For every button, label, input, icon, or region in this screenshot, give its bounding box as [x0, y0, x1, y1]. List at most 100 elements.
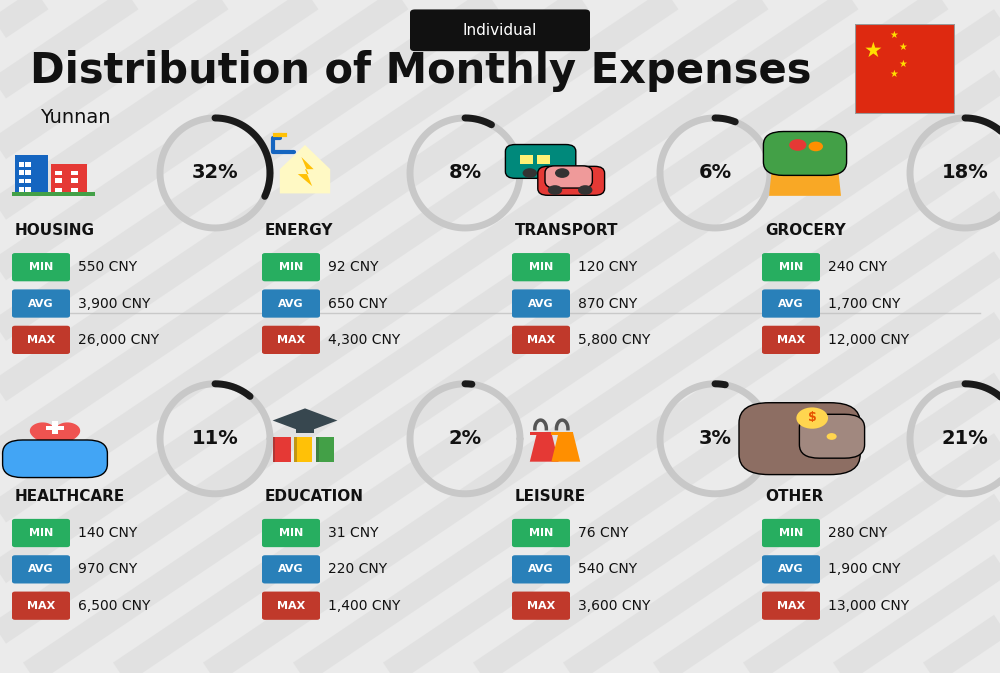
FancyBboxPatch shape	[799, 415, 865, 458]
Bar	[316, 437, 319, 462]
Text: MAX: MAX	[27, 601, 55, 610]
Text: 11%: 11%	[192, 429, 238, 448]
Polygon shape	[769, 162, 841, 196]
Text: MAX: MAX	[777, 601, 805, 610]
Bar	[12, 192, 95, 196]
Bar	[296, 419, 314, 433]
FancyBboxPatch shape	[762, 555, 820, 583]
Text: 13,000 CNY: 13,000 CNY	[828, 599, 909, 612]
Text: Individual: Individual	[463, 23, 537, 38]
Bar	[551, 431, 573, 435]
Text: 870 CNY: 870 CNY	[578, 297, 637, 310]
FancyBboxPatch shape	[538, 166, 605, 195]
FancyBboxPatch shape	[262, 326, 320, 354]
Text: 1,400 CNY: 1,400 CNY	[328, 599, 400, 612]
FancyBboxPatch shape	[512, 519, 570, 547]
FancyBboxPatch shape	[762, 326, 820, 354]
Text: MIN: MIN	[279, 262, 303, 272]
Text: TRANSPORT: TRANSPORT	[515, 223, 618, 238]
FancyBboxPatch shape	[512, 592, 570, 620]
Bar	[71, 178, 78, 183]
Text: 32%: 32%	[192, 164, 238, 182]
Text: 280 CNY: 280 CNY	[828, 526, 887, 540]
Text: 92 CNY: 92 CNY	[328, 260, 378, 274]
Text: AVG: AVG	[528, 565, 554, 574]
Text: MIN: MIN	[779, 528, 803, 538]
Circle shape	[578, 185, 592, 195]
FancyBboxPatch shape	[762, 289, 820, 318]
Text: EDUCATION: EDUCATION	[265, 489, 364, 504]
Bar	[55, 178, 62, 183]
Text: 26,000 CNY: 26,000 CNY	[78, 333, 159, 347]
Text: 3%: 3%	[698, 429, 732, 448]
Text: AVG: AVG	[28, 299, 54, 308]
Text: HOUSING: HOUSING	[15, 223, 95, 238]
FancyBboxPatch shape	[12, 519, 70, 547]
Bar	[19, 187, 24, 192]
Text: ★: ★	[898, 42, 907, 52]
FancyBboxPatch shape	[262, 555, 320, 583]
Bar	[19, 170, 24, 175]
FancyBboxPatch shape	[762, 253, 820, 281]
Text: 3,900 CNY: 3,900 CNY	[78, 297, 150, 310]
Circle shape	[548, 185, 562, 195]
Bar	[530, 431, 551, 435]
Text: MAX: MAX	[277, 335, 305, 345]
FancyBboxPatch shape	[505, 145, 576, 178]
Circle shape	[523, 168, 537, 178]
Bar	[19, 162, 24, 167]
Text: 31 CNY: 31 CNY	[328, 526, 378, 540]
Text: ★: ★	[889, 30, 898, 40]
Text: OTHER: OTHER	[765, 489, 823, 504]
Text: 3,600 CNY: 3,600 CNY	[578, 599, 650, 612]
Polygon shape	[30, 423, 80, 453]
Bar	[46, 426, 64, 430]
Bar	[25, 170, 31, 175]
FancyBboxPatch shape	[262, 253, 320, 281]
Text: MAX: MAX	[277, 601, 305, 610]
Bar	[294, 437, 312, 462]
Circle shape	[809, 141, 823, 151]
Bar	[15, 155, 48, 196]
Text: AVG: AVG	[278, 565, 304, 574]
Text: 120 CNY: 120 CNY	[578, 260, 637, 274]
Bar	[273, 437, 291, 462]
Text: MAX: MAX	[27, 335, 55, 345]
Text: 1,700 CNY: 1,700 CNY	[828, 297, 900, 310]
Text: 550 CNY: 550 CNY	[78, 260, 137, 274]
Text: MIN: MIN	[529, 528, 553, 538]
Text: MAX: MAX	[527, 335, 555, 345]
Text: MIN: MIN	[29, 528, 53, 538]
FancyBboxPatch shape	[512, 289, 570, 318]
Text: 5,800 CNY: 5,800 CNY	[578, 333, 650, 347]
Text: AVG: AVG	[778, 565, 804, 574]
Text: LEISURE: LEISURE	[515, 489, 586, 504]
Text: MAX: MAX	[527, 601, 555, 610]
Polygon shape	[551, 433, 580, 462]
Circle shape	[789, 139, 806, 151]
Text: 18%: 18%	[942, 164, 988, 182]
FancyBboxPatch shape	[12, 592, 70, 620]
Bar	[316, 437, 334, 462]
Text: AVG: AVG	[778, 299, 804, 308]
Polygon shape	[530, 433, 559, 462]
FancyBboxPatch shape	[762, 592, 820, 620]
Text: 4,300 CNY: 4,300 CNY	[328, 333, 400, 347]
Text: Distribution of Monthly Expenses: Distribution of Monthly Expenses	[30, 50, 812, 92]
Bar	[25, 178, 31, 184]
FancyBboxPatch shape	[262, 289, 320, 318]
FancyBboxPatch shape	[739, 402, 860, 474]
FancyBboxPatch shape	[12, 253, 70, 281]
FancyBboxPatch shape	[545, 166, 592, 188]
Bar	[71, 188, 78, 192]
Text: 650 CNY: 650 CNY	[328, 297, 387, 310]
Text: ★: ★	[864, 41, 883, 61]
FancyBboxPatch shape	[512, 555, 570, 583]
Text: GROCERY: GROCERY	[765, 223, 846, 238]
FancyBboxPatch shape	[512, 326, 570, 354]
Text: 220 CNY: 220 CNY	[328, 563, 387, 576]
Text: 8%: 8%	[448, 164, 482, 182]
Bar	[71, 170, 78, 176]
FancyBboxPatch shape	[262, 519, 320, 547]
Text: 1,900 CNY: 1,900 CNY	[828, 563, 900, 576]
